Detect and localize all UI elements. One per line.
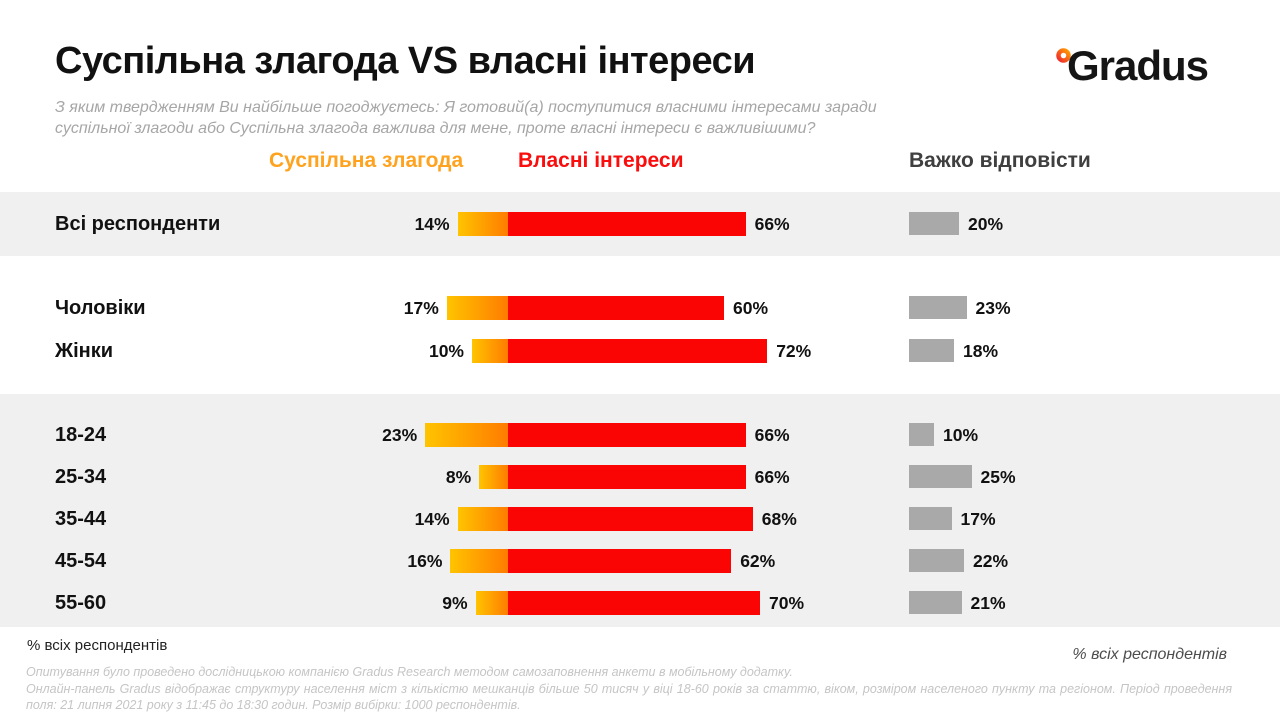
value-social-harmony: 14% <box>414 509 450 529</box>
row-label: Всі респонденти <box>55 213 221 235</box>
value-hard-to-answer: 25% <box>980 467 1016 487</box>
bar-hard-to-answer <box>909 212 959 235</box>
value-hard-to-answer: 17% <box>960 509 996 529</box>
value-hard-to-answer: 21% <box>970 593 1006 613</box>
value-own-interests: 60% <box>733 298 769 318</box>
bar-own-interests <box>508 591 760 615</box>
value-social-harmony: 14% <box>414 214 450 234</box>
bar-hard-to-answer <box>909 507 952 530</box>
bar-own-interests <box>508 465 746 489</box>
logo-text: Gradus <box>1067 42 1209 89</box>
bar-hard-to-answer <box>909 465 972 488</box>
bar-own-interests <box>508 549 732 573</box>
bar-social-harmony <box>425 423 508 447</box>
value-hard-to-answer: 22% <box>973 551 1009 571</box>
value-own-interests: 68% <box>761 509 797 529</box>
bar-social-harmony <box>450 549 508 573</box>
value-hard-to-answer: 23% <box>975 298 1011 318</box>
legend-hard-to-answer: Важко відповісти <box>909 149 1091 172</box>
value-own-interests: 70% <box>769 593 805 613</box>
bar-social-harmony <box>472 339 508 363</box>
value-social-harmony: 10% <box>428 341 464 361</box>
row-label: Чоловіки <box>55 297 146 319</box>
row-label: 55-60 <box>55 592 107 614</box>
bar-hard-to-answer <box>909 549 964 572</box>
legend-own-interests: Власні інтереси <box>518 149 684 172</box>
bar-hard-to-answer <box>909 423 934 446</box>
row-label: 25-34 <box>55 466 107 488</box>
value-own-interests: 66% <box>754 214 790 234</box>
axis-note-right: % всіх респондентів <box>1072 646 1227 663</box>
bar-hard-to-answer <box>909 591 962 614</box>
page-title: Суспільна злагода VS власні інтереси <box>55 40 756 82</box>
bar-hard-to-answer <box>909 339 954 362</box>
methodology-line-1: Опитування було проведено дослідницькою … <box>26 665 793 679</box>
methodology-line-2: Онлайн-панель Gradus відображає структур… <box>26 682 1232 712</box>
row-label: 35-44 <box>55 508 107 530</box>
bar-own-interests <box>508 296 724 320</box>
bar-own-interests <box>508 339 768 363</box>
gradus-logo: Gradus <box>1052 40 1252 100</box>
bar-social-harmony <box>446 296 508 320</box>
value-hard-to-answer: 10% <box>943 425 979 445</box>
value-social-harmony: 17% <box>403 298 439 318</box>
value-hard-to-answer: 20% <box>968 214 1004 234</box>
value-own-interests: 62% <box>740 551 776 571</box>
bar-own-interests <box>508 423 746 447</box>
value-hard-to-answer: 18% <box>963 341 999 361</box>
bar-hard-to-answer <box>909 296 967 319</box>
row-label: Жінки <box>55 340 114 362</box>
bar-social-harmony <box>479 465 508 489</box>
bar-social-harmony <box>475 591 508 615</box>
value-own-interests: 66% <box>754 467 790 487</box>
value-social-harmony: 8% <box>445 467 472 487</box>
row-label: 45-54 <box>55 550 107 572</box>
legend-social-harmony: Суспільна злагода <box>269 149 464 172</box>
bar-own-interests <box>508 507 753 531</box>
row-label: 18-24 <box>55 424 107 446</box>
logo-ring-icon <box>1056 48 1071 63</box>
subtitle-question: З яким твердженням Ви найбільше погоджує… <box>55 99 877 137</box>
value-social-harmony: 23% <box>382 425 418 445</box>
value-own-interests: 72% <box>776 341 812 361</box>
axis-note-left: % всіх респондентів <box>27 637 168 654</box>
value-social-harmony: 9% <box>442 593 468 613</box>
bar-social-harmony <box>457 212 508 236</box>
bar-social-harmony <box>457 507 508 531</box>
value-own-interests: 66% <box>754 425 790 445</box>
bar-own-interests <box>508 212 746 236</box>
value-social-harmony: 16% <box>407 551 443 571</box>
